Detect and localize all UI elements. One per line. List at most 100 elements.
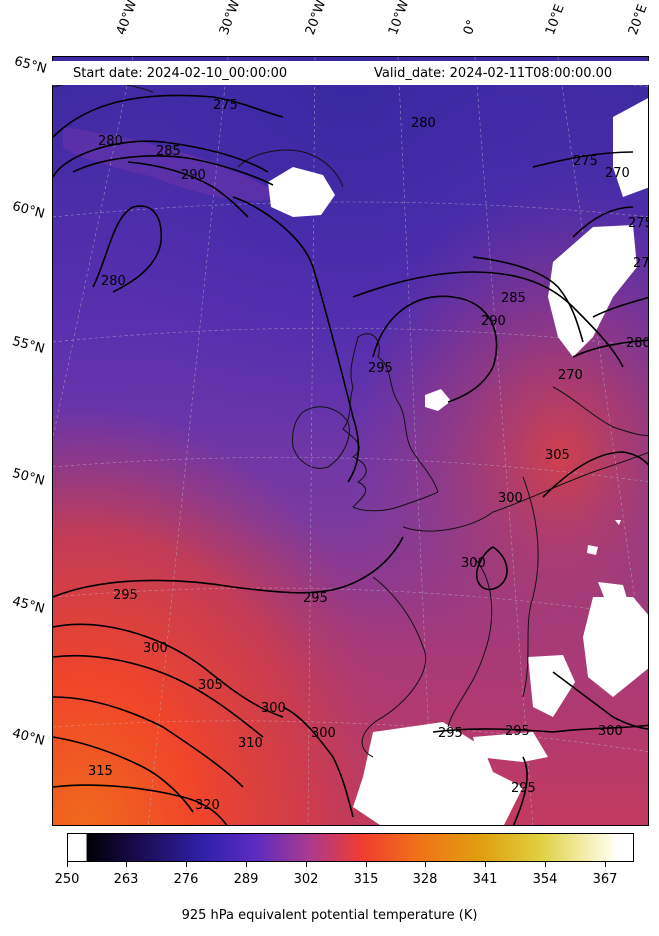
colorbar-tickmark bbox=[246, 862, 247, 867]
theta-e-contours bbox=[53, 94, 648, 825]
colorbar-label: 925 hPa equivalent potential temperature… bbox=[181, 908, 478, 923]
contour-label: 270 bbox=[558, 368, 583, 383]
contour-280-west bbox=[92, 205, 162, 293]
colorbar bbox=[67, 833, 634, 862]
map-panel: 275 280 285 290 280 280 275 270 285 290 … bbox=[52, 56, 649, 826]
map-canvas: 275 280 285 290 280 280 275 270 285 290 … bbox=[53, 57, 649, 825]
lon-label-30w: 30°W bbox=[216, 0, 244, 37]
lat-label-55n: 55°N bbox=[10, 334, 47, 357]
contour-320 bbox=[53, 784, 228, 825]
warm-tongue bbox=[63, 127, 283, 201]
ireland-coast bbox=[292, 406, 350, 469]
contour-label: 300 bbox=[461, 556, 486, 571]
contour-label: 285 bbox=[156, 144, 181, 159]
colorbar-tickmark bbox=[186, 862, 187, 867]
contour-305 bbox=[542, 451, 648, 498]
contour-275 bbox=[53, 94, 284, 138]
contour-285-ns bbox=[472, 256, 584, 343]
biscay-coast bbox=[361, 576, 427, 758]
colorbar-tick-label: 302 bbox=[293, 872, 319, 887]
missing-data bbox=[268, 98, 648, 825]
lat-label-65n: 65°N bbox=[12, 54, 49, 77]
contour-280-north bbox=[53, 140, 269, 178]
contour-label: 310 bbox=[238, 736, 263, 751]
contour-label: 280 bbox=[411, 116, 436, 131]
contour-290-mid bbox=[232, 196, 360, 483]
contour-label: 300 bbox=[311, 726, 336, 741]
contour-label: 300 bbox=[261, 701, 286, 716]
small-mask bbox=[598, 582, 628, 607]
contour-300-small bbox=[476, 546, 508, 591]
coastlines bbox=[53, 81, 648, 758]
contour-label: 275 bbox=[573, 154, 598, 169]
valid-date-label: Valid_date: 2024-02-11T08:00:00.00 bbox=[374, 66, 613, 81]
contour-300-east bbox=[552, 671, 648, 730]
contour-label: 320 bbox=[195, 798, 220, 813]
lat-label-50n: 50°N bbox=[10, 466, 47, 489]
contour-295-se bbox=[512, 756, 528, 825]
contour-label: 300 bbox=[498, 491, 523, 506]
denmark-coast bbox=[552, 386, 648, 436]
scotland-mask bbox=[425, 389, 451, 411]
colorbar-tickmark bbox=[366, 862, 367, 867]
contour-280-scand bbox=[572, 339, 648, 358]
iceland-mask bbox=[268, 167, 335, 217]
lon-label-20e: 20°E bbox=[625, 2, 651, 38]
great-britain-coast bbox=[342, 333, 439, 512]
germany-border bbox=[522, 476, 539, 698]
contour-290-ns bbox=[352, 271, 624, 368]
alps-mask bbox=[583, 597, 648, 697]
colorbar-tickmark bbox=[605, 862, 606, 867]
scandinavia-mask bbox=[613, 98, 648, 197]
contour-295-iberia bbox=[432, 724, 648, 733]
contour-label: 295 bbox=[511, 781, 536, 796]
lon-label-10w: 10°W bbox=[385, 0, 413, 37]
contour-label: 315 bbox=[88, 764, 113, 779]
contour-label: 295 bbox=[368, 361, 393, 376]
iberia-mask-2 bbox=[473, 732, 548, 762]
colorbar-tick-label: 250 bbox=[54, 872, 80, 887]
contour-305-south bbox=[53, 654, 264, 738]
contour-label: 280 bbox=[101, 274, 126, 289]
contour-285 bbox=[72, 155, 274, 186]
contour-label: 285 bbox=[501, 291, 526, 306]
colorbar-tickmark bbox=[485, 862, 486, 867]
contour-label: 270 bbox=[633, 256, 649, 271]
contour-label: 290 bbox=[181, 168, 206, 183]
contour-label-group: 275 280 285 290 280 280 275 270 285 290 … bbox=[88, 98, 649, 813]
colorbar-tickmark bbox=[126, 862, 127, 867]
lat-label-40n: 40°N bbox=[10, 726, 47, 749]
lon-label-10e: 10°E bbox=[542, 2, 568, 38]
contour-label: 305 bbox=[198, 678, 223, 693]
contour-label: 300 bbox=[143, 641, 168, 656]
contour-label: 270 bbox=[605, 166, 630, 181]
contour-label: 295 bbox=[438, 726, 463, 741]
contour-300-south bbox=[53, 623, 284, 718]
contour-label: 275 bbox=[628, 216, 649, 231]
lon-label-0: 0° bbox=[460, 17, 481, 37]
colorbar-tick-label: 367 bbox=[592, 872, 618, 887]
lon-label-40w: 40°W bbox=[113, 0, 141, 37]
contour-310 bbox=[53, 696, 244, 788]
lat-label-60n: 60°N bbox=[10, 199, 47, 222]
iceland-coast bbox=[237, 149, 344, 188]
colorbar-tickmark bbox=[545, 862, 546, 867]
colorbar-tickmark bbox=[425, 862, 426, 867]
colorbar-tickmark bbox=[67, 862, 68, 867]
contour-275-ne bbox=[532, 151, 634, 168]
lon-label-20w: 20°W bbox=[302, 0, 330, 37]
start-date-label: Start date: 2024-02-10_00:00:00 bbox=[73, 66, 288, 81]
contour-label: 300 bbox=[598, 724, 623, 739]
contour-270-ne bbox=[572, 206, 634, 238]
france-border bbox=[447, 556, 493, 728]
norway-mask bbox=[548, 225, 637, 357]
pyrenees-mask bbox=[528, 655, 575, 717]
channel-coast bbox=[402, 452, 648, 532]
contour-label: 295 bbox=[505, 724, 530, 739]
contour-295-south bbox=[53, 536, 404, 598]
contour-label: 305 bbox=[545, 448, 570, 463]
contour-label: 280 bbox=[626, 336, 649, 351]
header-strip bbox=[52, 61, 649, 85]
colorbar-tick-label: 276 bbox=[173, 872, 199, 887]
colorbar-tick-label: 315 bbox=[353, 872, 379, 887]
